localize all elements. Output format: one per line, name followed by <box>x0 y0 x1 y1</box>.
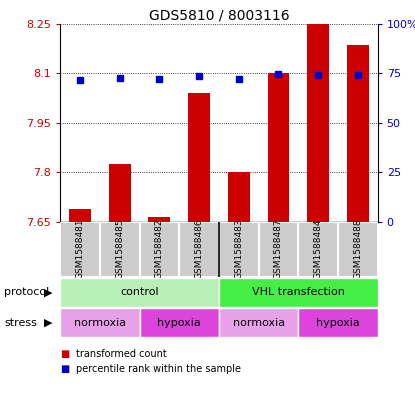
Bar <box>219 222 259 277</box>
Text: GSM1588482: GSM1588482 <box>155 218 164 279</box>
Bar <box>60 222 100 277</box>
Bar <box>298 309 378 337</box>
Bar <box>188 93 210 222</box>
Bar <box>307 24 329 222</box>
Text: normoxia: normoxia <box>232 318 285 328</box>
Text: ■: ■ <box>60 349 69 359</box>
Text: hypoxia: hypoxia <box>316 318 360 328</box>
Text: GSM1588487: GSM1588487 <box>274 218 283 279</box>
Text: percentile rank within the sample: percentile rank within the sample <box>76 364 241 375</box>
Bar <box>149 217 170 222</box>
Bar <box>69 209 91 222</box>
Text: ■: ■ <box>60 364 69 375</box>
Bar <box>298 222 338 277</box>
Bar <box>219 309 298 337</box>
Text: ▶: ▶ <box>44 287 52 297</box>
Bar <box>228 173 250 222</box>
Bar <box>109 164 131 222</box>
Bar <box>268 73 289 222</box>
Text: transformed count: transformed count <box>76 349 167 359</box>
Text: hypoxia: hypoxia <box>157 318 201 328</box>
Text: GSM1588483: GSM1588483 <box>234 218 243 279</box>
Text: protocol: protocol <box>4 287 49 297</box>
Bar <box>139 309 219 337</box>
Text: stress: stress <box>4 318 37 328</box>
Text: VHL transfection: VHL transfection <box>252 287 345 297</box>
Text: GSM1588481: GSM1588481 <box>76 218 85 279</box>
Text: ▶: ▶ <box>44 318 52 328</box>
Bar <box>139 222 179 277</box>
Text: GSM1588486: GSM1588486 <box>195 218 204 279</box>
Text: GSM1588488: GSM1588488 <box>353 218 362 279</box>
Title: GDS5810 / 8003116: GDS5810 / 8003116 <box>149 8 289 22</box>
Bar <box>347 45 369 222</box>
Bar <box>100 222 139 277</box>
Text: normoxia: normoxia <box>74 318 126 328</box>
Bar <box>60 309 139 337</box>
Text: GSM1588485: GSM1588485 <box>115 218 124 279</box>
Bar <box>338 222 378 277</box>
Bar <box>259 222 298 277</box>
Bar <box>179 222 219 277</box>
Bar <box>60 278 219 307</box>
Bar <box>219 278 378 307</box>
Text: control: control <box>120 287 159 297</box>
Text: GSM1588484: GSM1588484 <box>314 218 322 279</box>
